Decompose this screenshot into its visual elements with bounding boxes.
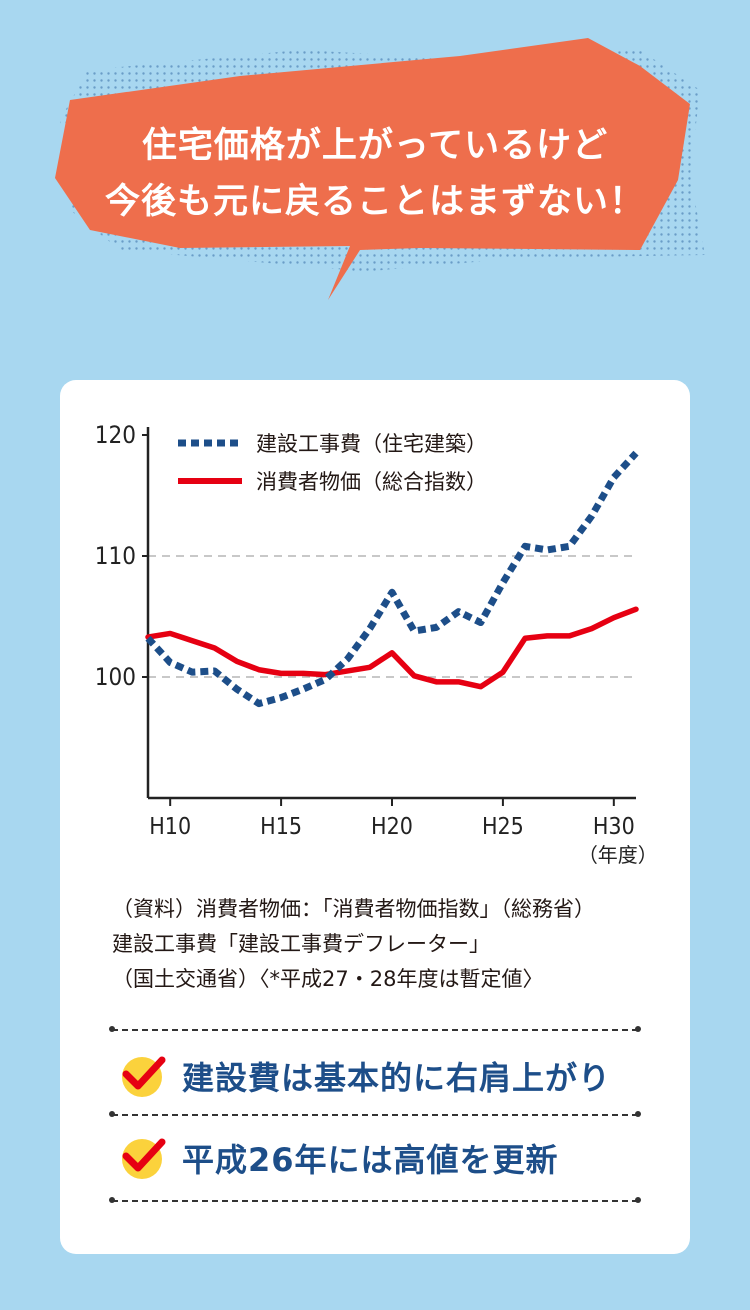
bubble-line-2: 今後も元に戻ることはまずない！ — [104, 182, 645, 222]
y-tick-label-120: 120 — [95, 421, 136, 449]
divider-middle — [109, 1111, 641, 1117]
y-tick-label-100: 100 — [95, 663, 136, 691]
source-line-3: （国土交通省）〈*平成27・28年度は暫定値〉 — [112, 967, 544, 991]
speech-bubble: 住宅価格が上がっているけど 今後も元に戻ることはまずない！ — [0, 0, 750, 320]
x-unit-label: （年度） — [578, 843, 658, 867]
legend-layer: 建設工事費（住宅建築） 消費者物価（総合指数） — [178, 432, 487, 494]
series-line-2 — [145, 606, 639, 690]
divider-bottom — [109, 1197, 641, 1203]
speech-bubble-shape — [55, 38, 705, 300]
check-icon — [122, 1056, 166, 1097]
x-tick-label-H30: H30 — [593, 814, 635, 840]
series-layer — [145, 450, 639, 708]
grid-layer — [148, 555, 636, 678]
chart-card: 100 110 120 H10 H15 H20 H25 H30 （年度） 建設工事費（住宅建築）… — [60, 380, 690, 1254]
bubble-line-1: 住宅価格が上がっているけど — [141, 126, 609, 166]
x-tick-label-H15: H15 — [260, 814, 302, 840]
series-line-1 — [145, 450, 639, 708]
axis-layer: 100 110 120 H10 H15 H20 H25 H30 （年度） — [95, 421, 658, 867]
legend-label-2: 消費者物価（総合指数） — [256, 470, 487, 494]
source-line-1: （資料）消費者物価：「消費者物価指数」（総務省） — [112, 897, 595, 921]
line-chart: 100 110 120 H10 H15 H20 H25 H30 （年度） 建設工事費（住宅建築）… — [95, 421, 658, 867]
source-line-2: 建設工事費「建設工事費デフレーター」 — [112, 932, 490, 956]
point-text-2: 平成26年には高値を更新 — [182, 1141, 559, 1179]
point-item-2: 平成26年には高値を更新 — [116, 1128, 676, 1188]
x-tick-label-H20: H20 — [371, 814, 413, 840]
check-icon — [122, 1138, 166, 1179]
point-item-1: 建設費は基本的に右肩上がり — [116, 1046, 676, 1106]
bubble-body — [55, 38, 690, 300]
x-tick-label-H10: H10 — [149, 814, 191, 840]
point-text-1: 建設費は基本的に右肩上がり — [182, 1059, 612, 1097]
y-tick-label-110: 110 — [95, 542, 136, 570]
legend-label-1: 建設工事費（住宅建築） — [256, 432, 487, 456]
source-note: （資料）消費者物価：「消費者物価指数」（総務省） 建設工事費「建設工事費デフレー… — [112, 892, 672, 997]
x-tick-label-H25: H25 — [482, 814, 524, 840]
divider-top — [109, 1026, 641, 1032]
bubble-text: 住宅価格が上がっているけど 今後も元に戻ることはまずない！ — [0, 118, 750, 230]
